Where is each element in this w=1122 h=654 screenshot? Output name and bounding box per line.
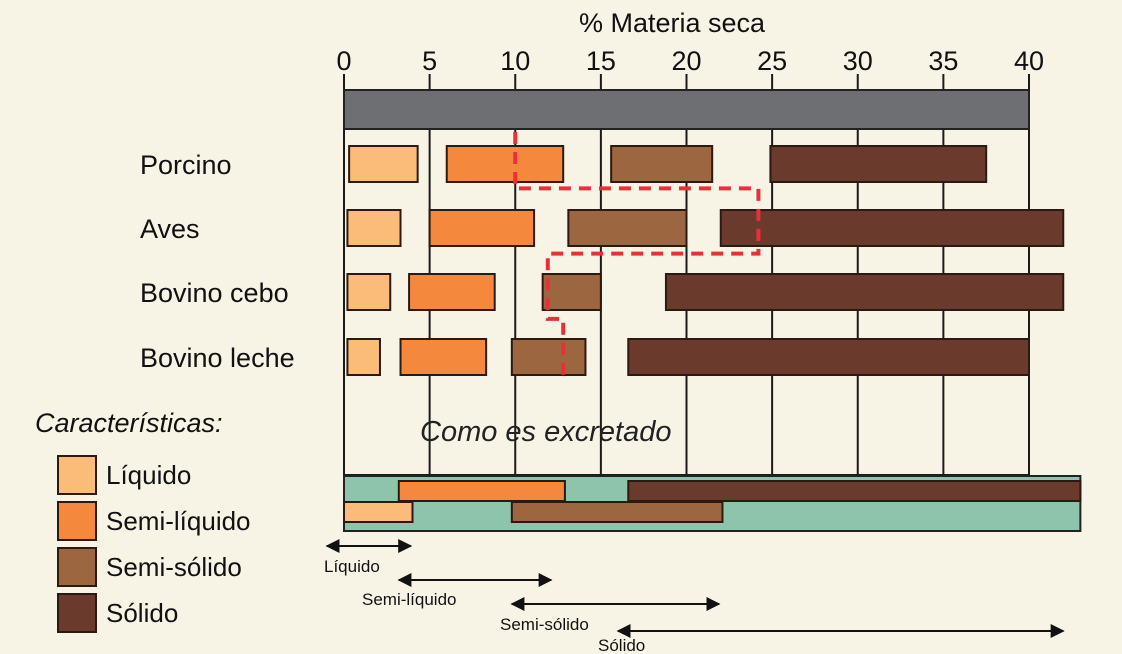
legend-swatch-solido	[57, 593, 97, 633]
category-label-bovino-cebo: Bovino cebo	[140, 278, 289, 308]
bar-semi-liquido-bovino-leche	[399, 338, 488, 376]
category-label-aves: Aves	[140, 214, 200, 244]
dashed-excreted-line	[513, 132, 761, 382]
summary-bar-solido	[627, 480, 1082, 502]
legend-swatch-liquido	[57, 455, 97, 495]
bar-liquido-aves	[346, 209, 402, 247]
x-tick-label-40: 40	[1014, 46, 1044, 76]
legend: Líquido Semi-líquido Semi-sólido Sólido	[57, 455, 251, 633]
legend-swatch-semi-liquido	[57, 501, 97, 541]
bar-semi-solido-bovino-leche	[510, 338, 587, 376]
summary-panel	[343, 475, 1082, 532]
legend-swatch-semi-solido	[57, 547, 97, 587]
category-labels: Porcino Aves Bovino cebo Bovino leche	[140, 150, 295, 373]
bar-solido-bovino-leche	[627, 338, 1031, 376]
x-tick-label-30: 30	[843, 46, 873, 76]
legend-label-liquido: Líquido	[106, 460, 191, 490]
bar-semi-solido-bovino-cebo	[541, 273, 602, 311]
range-label-liquido: Líquido	[324, 557, 380, 576]
reference-bar	[343, 89, 1030, 130]
bar-liquido-porcino	[348, 145, 419, 183]
range-label-solido: Sólido	[598, 636, 645, 654]
bar-semi-liquido-aves	[428, 209, 536, 247]
x-tick-label-15: 15	[586, 46, 616, 76]
category-label-bovino-leche: Bovino leche	[140, 343, 295, 373]
legend-label-semi-solido: Semi-sólido	[106, 552, 242, 582]
bar-solido-porcino	[769, 145, 988, 183]
bars	[346, 145, 1065, 376]
category-label-porcino: Porcino	[140, 150, 232, 180]
bar-solido-bovino-cebo	[664, 273, 1065, 311]
range-label-semi-liquido: Semi-líquido	[362, 590, 457, 609]
legend-label-solido: Sólido	[106, 598, 178, 628]
bar-semi-solido-aves	[567, 209, 688, 247]
excreted-annotation: Como es excretado	[420, 416, 671, 448]
summary-bar-liquido	[343, 501, 414, 523]
legend-title: Características:	[35, 408, 223, 438]
x-tick-label-10: 10	[500, 46, 530, 76]
x-tick-label-5: 5	[422, 46, 437, 76]
x-tick-label-0: 0	[336, 46, 351, 76]
bar-semi-solido-porcino	[610, 145, 714, 183]
range-arrows: Líquido Semi-líquido Semi-sólido Sólido	[324, 539, 1065, 654]
bar-liquido-bovino-leche	[346, 338, 381, 376]
bar-semi-liquido-bovino-cebo	[408, 273, 496, 311]
x-tick-label-20: 20	[671, 46, 701, 76]
bar-semi-liquido-porcino	[445, 145, 565, 183]
x-tick-labels: 0 5 10 15 20 25 30 35 40	[336, 46, 1044, 76]
x-tick-label-35: 35	[928, 46, 958, 76]
x-axis-title: % Materia seca	[579, 8, 766, 38]
summary-bar-semi-liquido	[397, 480, 566, 502]
summary-bar-semi-solido	[510, 501, 724, 523]
range-label-semi-solido: Semi-sólido	[500, 615, 589, 634]
bar-solido-aves	[719, 209, 1065, 247]
x-tick-label-25: 25	[757, 46, 787, 76]
bar-liquido-bovino-cebo	[346, 273, 392, 311]
legend-label-semi-liquido: Semi-líquido	[106, 506, 251, 536]
